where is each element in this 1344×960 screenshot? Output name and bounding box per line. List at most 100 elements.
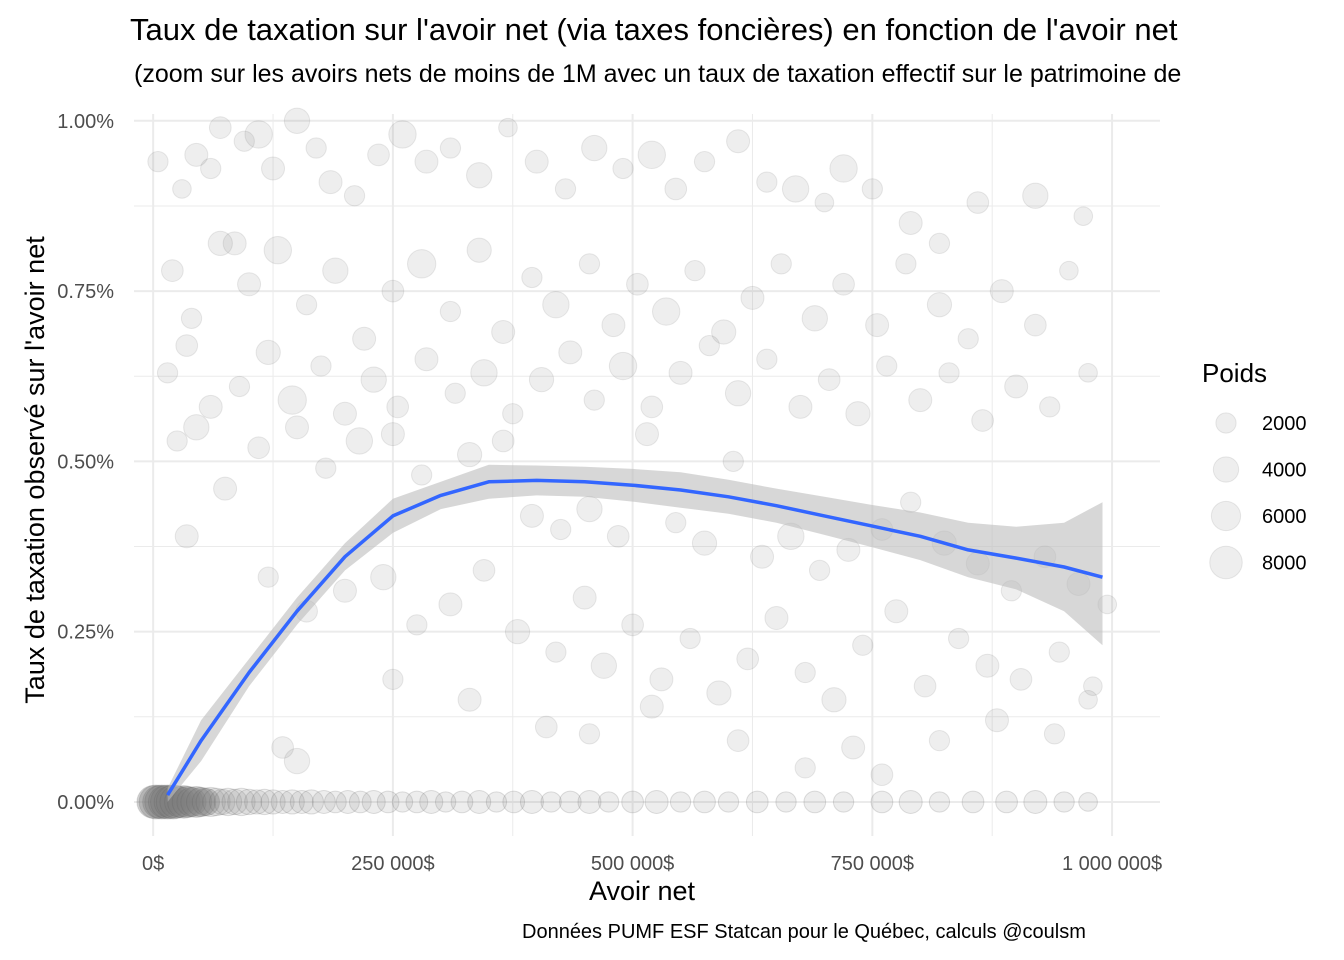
- scatter-point: [208, 116, 232, 139]
- smooth-line: [166, 478, 1103, 797]
- scatter-point: [876, 355, 898, 377]
- scatter-point: [332, 401, 357, 426]
- scatter-point: [726, 729, 750, 752]
- scatter-point-zero: [693, 790, 716, 814]
- scatter-point: [870, 763, 894, 787]
- scatter-point: [237, 272, 262, 297]
- scatter-point: [606, 524, 630, 548]
- scatter-point-zero: [298, 789, 324, 815]
- scatter-point-zero: [898, 789, 923, 814]
- scatter-point-zero: [180, 785, 213, 818]
- scatter-point: [318, 170, 343, 195]
- scatter-point: [808, 559, 831, 581]
- scatter-point: [928, 232, 951, 255]
- x-tick-labels: 0$ 250 000$ 500 000$ 750 000$ 1 000 000$: [142, 853, 1162, 875]
- scatter-point: [608, 351, 638, 381]
- scatter-point-zero: [136, 785, 170, 819]
- scatter-point: [534, 715, 558, 739]
- scatter-point: [228, 375, 251, 398]
- scatter-point: [213, 476, 238, 501]
- y-tick-label: 0.50%: [57, 451, 114, 473]
- scatter-point: [261, 156, 286, 181]
- scatter-point: [1083, 676, 1103, 696]
- scatter-point: [679, 627, 701, 650]
- scatter-point: [698, 334, 720, 357]
- scatter-point: [913, 674, 937, 698]
- scatter-point: [491, 319, 516, 344]
- scatter-point: [360, 366, 387, 393]
- scatter-point: [581, 134, 608, 162]
- scatter-point: [147, 151, 169, 173]
- scatter-point: [572, 585, 597, 610]
- scatter-point: [200, 157, 222, 180]
- scatter-point: [207, 230, 233, 257]
- scatter-point: [406, 614, 428, 636]
- scatter-point: [971, 409, 994, 432]
- y-tick-label: 0.00%: [57, 792, 114, 814]
- scatter-point: [345, 427, 374, 455]
- scatter-point: [1078, 689, 1098, 710]
- scatter-point-zero: [324, 790, 347, 814]
- scatter-point: [388, 120, 417, 149]
- scatter-point: [332, 578, 357, 603]
- scatter-point: [590, 652, 618, 679]
- scatter-point: [865, 313, 890, 338]
- y-tick-label: 1.00%: [57, 111, 114, 133]
- scatter-point: [1043, 723, 1066, 745]
- scatter-point: [233, 130, 255, 152]
- scatter-point: [895, 253, 917, 275]
- scatter-point-zero: [1053, 791, 1075, 813]
- scatter-point: [1004, 374, 1029, 399]
- scatter-point: [414, 149, 439, 174]
- scatter-point: [315, 457, 337, 479]
- scatter-point: [601, 313, 626, 338]
- scatter-point: [545, 641, 567, 663]
- scatter-point: [247, 436, 271, 460]
- scatter-point-zero: [467, 789, 492, 814]
- scatter-point: [966, 191, 990, 214]
- scatter-point: [852, 634, 874, 656]
- scatter-point-zero: [405, 790, 429, 814]
- legend-title: Poids: [1202, 358, 1268, 388]
- chart-subtitle: (zoom sur les avoirs nets de moins de 1M…: [134, 60, 1182, 88]
- x-axis-label: Avoir net: [588, 876, 696, 906]
- scatter-point: [457, 687, 482, 712]
- scatter-point: [550, 518, 572, 541]
- scatter-point: [794, 757, 816, 779]
- scatter-point: [466, 237, 492, 263]
- scatter-point: [305, 137, 327, 159]
- scatter-point: [367, 143, 390, 167]
- scatter-point: [639, 694, 664, 719]
- grid-minor: [134, 114, 1160, 836]
- x-tick-label: 250 000$: [351, 853, 434, 875]
- scatter-point: [519, 503, 544, 528]
- scatter-point-zero: [376, 790, 400, 814]
- scatter-point: [1059, 260, 1079, 281]
- scatter-point: [817, 368, 841, 391]
- legend-key: [1215, 412, 1237, 434]
- scatter-point: [975, 653, 1000, 678]
- scatter-point: [255, 339, 281, 366]
- scatter-point: [668, 360, 693, 385]
- scatter-point: [1048, 641, 1070, 663]
- scatter-point: [554, 178, 577, 200]
- scatter-point: [380, 422, 405, 447]
- scatter-point-zero: [186, 786, 217, 818]
- scatter-point: [938, 362, 960, 384]
- scatter-point: [781, 175, 810, 203]
- scatter-point: [457, 441, 483, 468]
- scatter-point: [1009, 667, 1033, 691]
- scatter-point: [244, 120, 273, 149]
- scatter-point-zero: [502, 790, 526, 814]
- scatter-point: [706, 680, 732, 706]
- scatter-point: [407, 249, 437, 279]
- scatter-point: [908, 388, 933, 413]
- scatter-point-zero: [311, 789, 336, 814]
- scatter-point: [528, 367, 555, 393]
- scatter-point: [1039, 396, 1061, 418]
- scatter-point: [928, 730, 951, 752]
- legend-label: 8000: [1262, 553, 1307, 575]
- scatter-point-zero: [577, 789, 602, 814]
- scatter-point: [470, 359, 498, 387]
- scatter-point: [472, 559, 496, 582]
